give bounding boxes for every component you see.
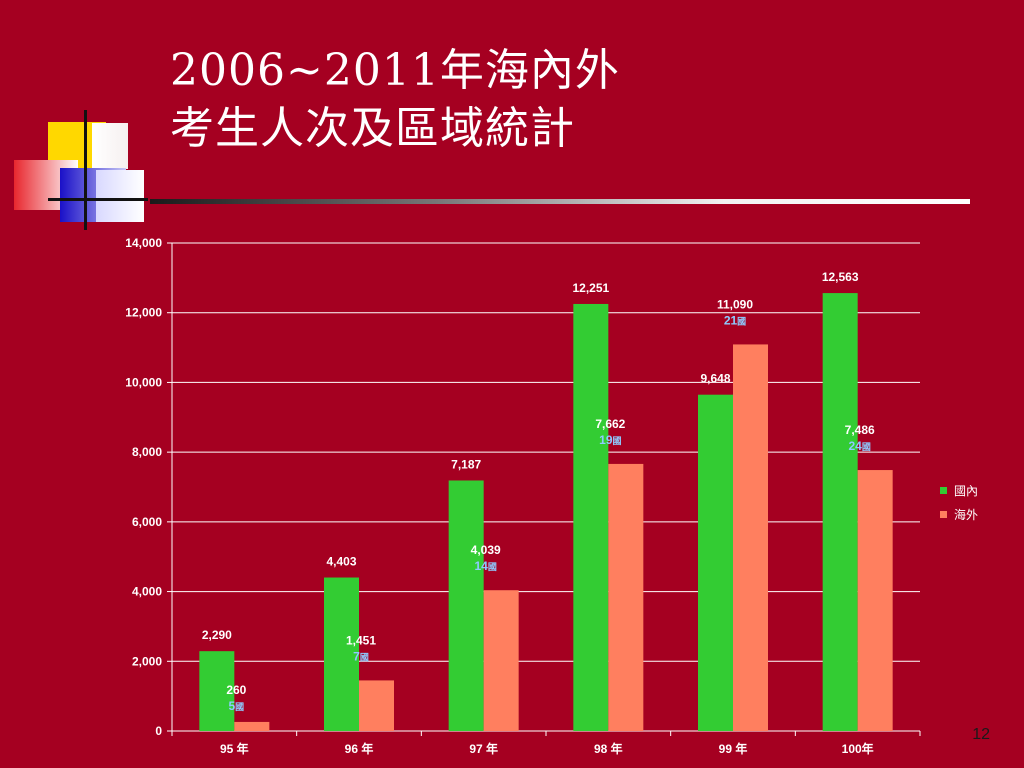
data-label-overseas: 260 [226, 683, 246, 697]
legend-item-domestic: 國內 [940, 478, 978, 502]
decor-vertical-line [84, 110, 87, 230]
x-category-label: 97 年 [469, 741, 498, 756]
data-label-overseas: 11,090 [717, 297, 753, 311]
country-count-number: 7 [353, 649, 360, 663]
bar-domestic [448, 480, 484, 731]
legend-label-domestic: 國內 [954, 483, 979, 498]
x-category-label: 100年 [842, 741, 874, 756]
country-count-label: 19國 [599, 433, 621, 447]
y-tick-label: 6,000 [132, 515, 162, 529]
legend-label-overseas: 海外 [954, 507, 979, 522]
bar-overseas [234, 721, 270, 731]
y-tick-label: 2,000 [132, 654, 162, 668]
x-category-label: 99 年 [719, 741, 748, 756]
country-count-number: 21 [724, 313, 738, 327]
bar-overseas [857, 470, 893, 731]
data-label-overseas: 1,451 [346, 633, 376, 647]
x-category-label: 96 年 [345, 741, 374, 756]
data-label-overseas: 4,039 [471, 543, 501, 557]
country-count-label: 14國 [474, 559, 496, 573]
title-underline [150, 199, 970, 204]
x-category-label: 98 年 [594, 741, 623, 756]
country-count-label: 5國 [228, 699, 244, 713]
title-line-2: 考生人次及區域統計 [170, 103, 575, 154]
data-label-domestic: 12,563 [822, 270, 859, 284]
country-count-label: 24國 [848, 439, 870, 453]
x-category-label: 95 年 [220, 741, 249, 756]
decor-horizontal-line [48, 198, 148, 201]
y-tick-label: 4,000 [132, 585, 162, 599]
bar-overseas [483, 590, 519, 731]
bar-domestic [324, 577, 359, 731]
country-count-unit: 國 [613, 436, 622, 446]
bar-domestic [822, 293, 858, 731]
country-count-number: 5 [228, 699, 235, 713]
bar-domestic [199, 651, 235, 731]
country-count-unit: 國 [862, 442, 871, 452]
country-count-unit: 國 [235, 702, 244, 712]
chart-legend: 國內 海外 [940, 478, 978, 526]
y-tick-label: 10,000 [125, 375, 162, 389]
data-label-domestic: 4,403 [326, 555, 356, 569]
data-label-overseas: 7,662 [595, 417, 625, 431]
country-count-unit: 國 [488, 562, 497, 572]
bar-domestic [698, 394, 733, 731]
y-tick-label: 14,000 [125, 236, 162, 250]
data-label-domestic: 12,251 [572, 281, 609, 295]
country-count-unit: 國 [737, 316, 746, 326]
bar-overseas [733, 344, 768, 731]
data-label-domestic: 7,187 [451, 457, 481, 471]
y-tick-label: 8,000 [132, 445, 162, 459]
country-count-unit: 國 [360, 652, 369, 662]
slide-title: 2006~2011年海內外 考生人次及區域統計 [170, 42, 620, 158]
legend-swatch-overseas [940, 510, 947, 518]
legend-item-overseas: 海外 [940, 502, 978, 526]
y-tick-label: 0 [155, 724, 162, 738]
page-number: 12 [972, 726, 990, 743]
bar-domestic [573, 303, 609, 731]
legend-swatch-domestic [940, 486, 947, 494]
decor-white-square [92, 123, 128, 169]
bar-overseas [608, 463, 644, 731]
country-count-label: 21國 [724, 313, 746, 327]
data-label-domestic: 2,290 [202, 628, 232, 642]
country-count-number: 14 [474, 559, 488, 573]
bar-overseas [359, 680, 394, 731]
country-count-number: 19 [599, 433, 613, 447]
y-tick-label: 12,000 [125, 306, 162, 320]
title-line-1: 2006~2011年海內外 [170, 45, 620, 96]
country-count-label: 7國 [353, 649, 369, 663]
data-label-overseas: 7,486 [845, 423, 875, 437]
data-label-domestic: 9,648 [700, 372, 730, 386]
country-count-number: 24 [848, 439, 862, 453]
decor-light-square [96, 170, 144, 222]
